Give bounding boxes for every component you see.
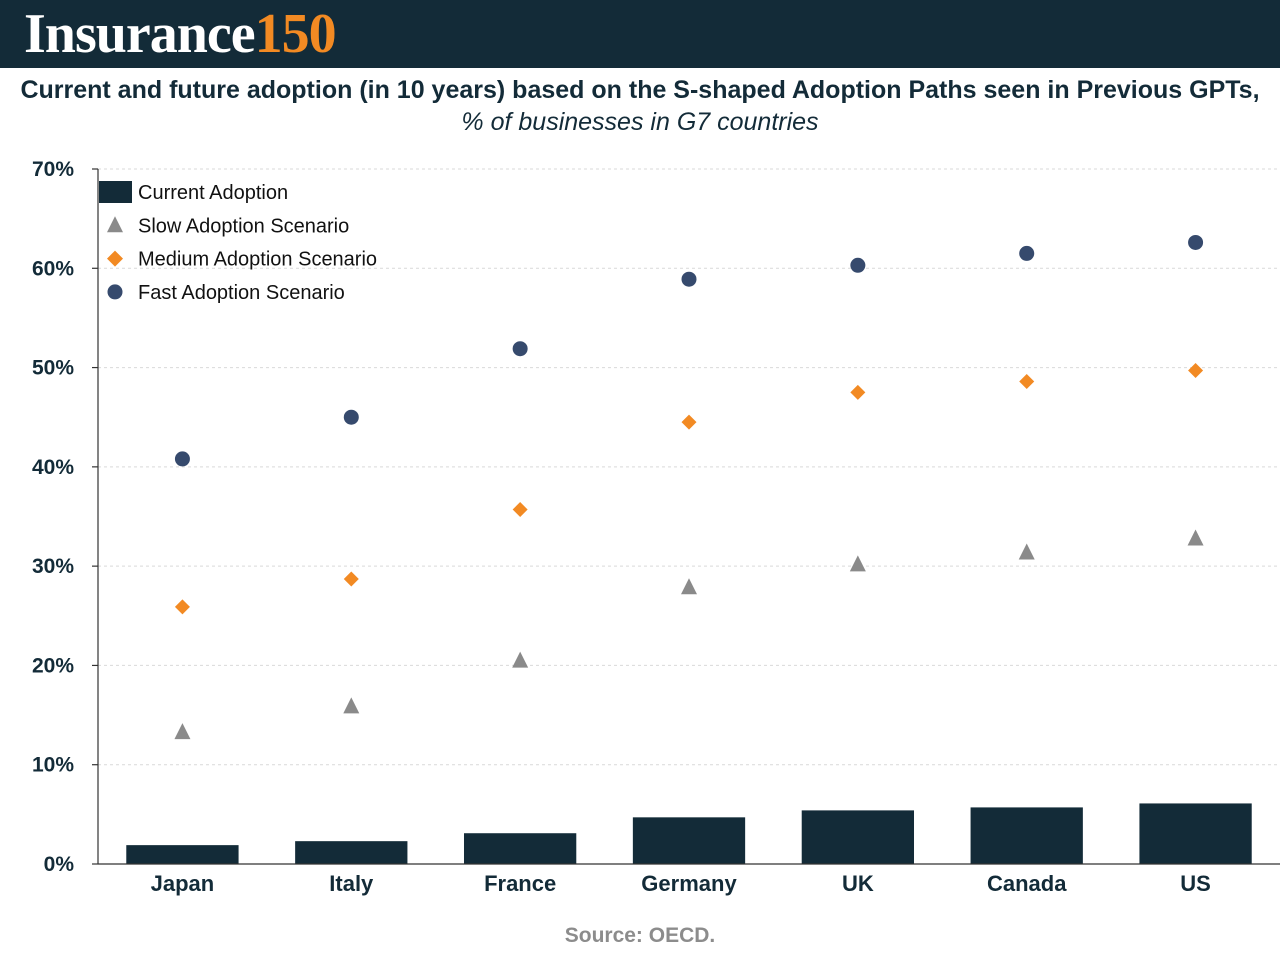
axes <box>92 168 1280 865</box>
slow-adoption-scenario-japan-point <box>174 723 191 740</box>
slow-adoption-scenario-uk-point <box>849 555 866 572</box>
medium-adoption-scenario-germany-point <box>681 414 697 430</box>
logo-word: Insurance <box>24 3 256 65</box>
legend-slow-adoption-scenario-label: Slow Adoption Scenario <box>138 215 349 237</box>
x-tick-label-italy: Italy <box>329 871 374 896</box>
y-tick-label: 0% <box>44 853 75 876</box>
slow-adoption-scenario-italy-point <box>343 697 360 714</box>
x-tick-label-us: US <box>1180 871 1211 896</box>
current-adoption-uk-bar <box>801 810 915 864</box>
current-adoption-germany-bar <box>632 817 746 864</box>
slow-adoption-scenario-canada-point <box>1018 543 1035 560</box>
y-tick-label: 50% <box>32 357 74 380</box>
medium-adoption-scenario-italy-point <box>343 571 359 587</box>
x-axis-ticks: Japan Italy France Germany UK Canada US <box>151 871 1211 896</box>
current-adoption-italy-bar <box>295 841 408 864</box>
x-tick-label-france: France <box>484 871 556 896</box>
legend: Current Adoption Slow Adoption Scenario Me… <box>99 181 377 304</box>
fast-adoption-scenario-france-point <box>512 341 528 357</box>
legend-fast-adoption-scenario-swatch <box>107 284 123 300</box>
slow-adoption-scenario-france-point <box>512 651 529 668</box>
legend-current-adoption-swatch <box>99 181 132 203</box>
logo-number: 150 <box>254 3 337 65</box>
fast-adoption-scenario-uk-point <box>850 257 866 273</box>
current-adoption-us-bar <box>1139 803 1252 864</box>
y-tick-label: 60% <box>32 257 74 280</box>
x-tick-label-germany: Germany <box>641 871 737 896</box>
chart-title: Current and future adoption (in 10 years… <box>20 74 1260 138</box>
legend-current-adoption-label: Current Adoption <box>138 182 288 204</box>
legend-medium-adoption-scenario-label: Medium Adoption Scenario <box>138 249 377 271</box>
scenario-points <box>174 234 1204 740</box>
insurance150-logo[interactable]: Insurance150 <box>24 2 337 66</box>
slow-adoption-scenario-germany-point <box>681 578 697 595</box>
y-tick-label: 30% <box>32 555 74 578</box>
fast-adoption-scenario-us-point <box>1188 234 1204 250</box>
gridlines <box>98 168 1280 766</box>
fast-adoption-scenario-italy-point <box>343 409 359 425</box>
y-tick-label: 70% <box>32 158 74 181</box>
y-tick-label: 20% <box>32 654 74 677</box>
y-tick-label: 10% <box>32 754 74 777</box>
current-adoption-canada-bar <box>970 807 1083 864</box>
fast-adoption-scenario-canada-point <box>1019 245 1035 261</box>
medium-adoption-scenario-japan-point <box>174 599 190 615</box>
medium-adoption-scenario-uk-point <box>850 384 866 400</box>
bar-group <box>126 803 1252 864</box>
medium-adoption-scenario-canada-point <box>1019 373 1035 389</box>
source-note: Source: OECD. <box>564 924 716 947</box>
medium-adoption-scenario-france-point <box>512 502 528 518</box>
header-bar: Insurance150 <box>0 0 1280 68</box>
x-tick-label-japan: Japan <box>151 871 215 896</box>
current-adoption-france-bar <box>463 833 577 864</box>
y-axis-ticks: 0% 10% 20% 30% 40% 50% 60% 70% <box>32 158 74 876</box>
medium-adoption-scenario-us-point <box>1188 363 1204 379</box>
y-tick-label: 40% <box>32 456 74 479</box>
fast-adoption-scenario-japan-point <box>174 451 190 467</box>
slow-adoption-scenario-us-point <box>1187 529 1204 546</box>
chart-subtitle: % of businesses in G7 countries <box>461 108 819 136</box>
chart-title-main: Current and future adoption (in 10 years… <box>20 76 1260 104</box>
current-adoption-japan-bar <box>126 845 239 864</box>
x-tick-label-canada: Canada <box>987 871 1067 896</box>
legend-medium-adoption-scenario-swatch <box>107 250 123 267</box>
x-tick-label-uk: UK <box>842 871 874 896</box>
fast-adoption-scenario-germany-point <box>681 271 697 287</box>
legend-slow-adoption-scenario-swatch <box>107 216 123 233</box>
legend-fast-adoption-scenario-label: Fast Adoption Scenario <box>138 282 345 304</box>
